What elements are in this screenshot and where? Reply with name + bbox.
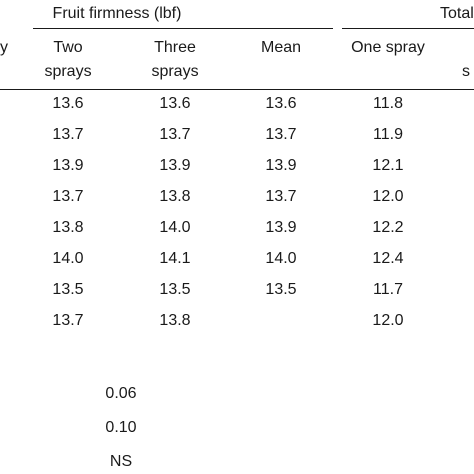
cell-one-spray: 12.2 (372, 219, 404, 236)
cell-three-sprays: 13.8 (159, 188, 191, 205)
cell-one-spray: 12.0 (372, 188, 404, 205)
cell-three-sprays: 13.6 (159, 95, 191, 112)
cell-two-sprays: 13.7 (52, 126, 84, 143)
cell-mean: 13.6 (265, 95, 297, 112)
col-header-one-spray-partial: y (0, 39, 8, 56)
stat-value: NS (109, 453, 133, 470)
col-header-two-sprays-line1: Two (53, 39, 83, 56)
cell-two-sprays: 13.7 (52, 188, 84, 205)
header-bottom-rule (0, 89, 474, 90)
cell-mean: 13.9 (265, 219, 297, 236)
cell-three-sprays: 14.1 (159, 250, 191, 267)
cell-one-spray: 12.1 (372, 157, 404, 174)
cell-one-spray: 11.8 (373, 95, 403, 112)
col-header-three-sprays-line1: Three (154, 39, 196, 56)
cell-two-sprays: 13.8 (52, 219, 84, 236)
cell-three-sprays: 13.9 (159, 157, 191, 174)
col-header-two-sprays-line2: sprays (44, 63, 92, 80)
col-header-three-sprays-line2: sprays (151, 63, 199, 80)
cell-three-sprays: 14.0 (159, 219, 191, 236)
cell-three-sprays: 13.5 (159, 281, 191, 298)
col-header-one-spray: One spray (351, 39, 425, 56)
cell-one-spray: 12.0 (372, 312, 404, 329)
stat-value: 0.06 (105, 385, 137, 402)
cell-mean: 13.5 (265, 281, 297, 298)
cell-mean: 13.9 (265, 157, 297, 174)
cell-two-sprays: 13.7 (52, 312, 84, 329)
cell-two-sprays: 13.9 (52, 157, 84, 174)
group-rule-firmness (33, 28, 333, 29)
cell-mean: 13.7 (265, 188, 297, 205)
cell-one-spray: 11.7 (373, 281, 403, 298)
col-header-cut: s (462, 63, 470, 80)
group-header-total: Total (440, 5, 474, 22)
cell-three-sprays: 13.7 (159, 126, 191, 143)
cell-one-spray: 11.9 (373, 126, 403, 143)
cell-mean: 13.7 (265, 126, 297, 143)
cell-two-sprays: 13.5 (52, 281, 84, 298)
col-header-mean: Mean (260, 39, 302, 56)
cell-two-sprays: 13.6 (52, 95, 84, 112)
cell-two-sprays: 14.0 (52, 250, 84, 267)
cell-one-spray: 12.4 (372, 250, 404, 267)
group-rule-total (342, 28, 474, 29)
group-header-fruit-firmness: Fruit firmness (lbf) (52, 5, 182, 22)
cell-mean: 14.0 (265, 250, 297, 267)
stat-value: 0.10 (105, 419, 137, 436)
cell-three-sprays: 13.8 (159, 312, 191, 329)
